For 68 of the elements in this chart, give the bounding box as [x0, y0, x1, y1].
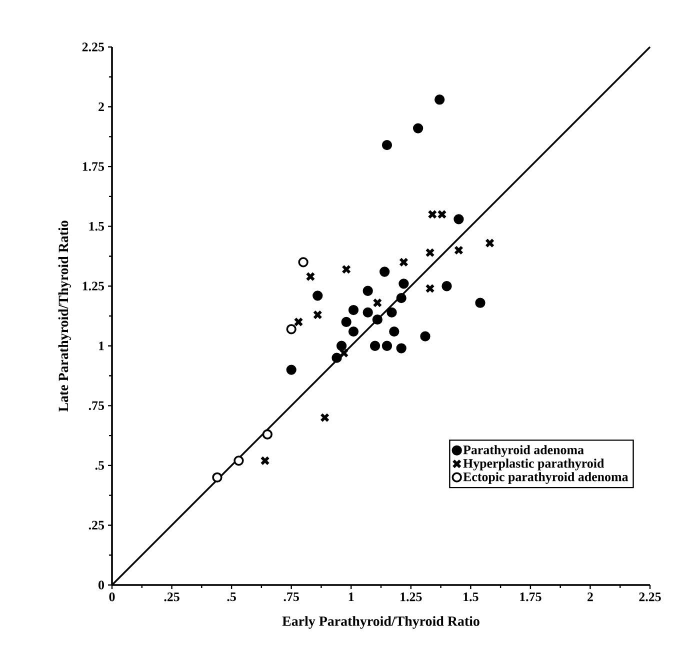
y-tick-label: .25	[88, 520, 104, 530]
x-tick-label: 1.75	[520, 592, 542, 602]
point	[342, 264, 352, 274]
point	[234, 456, 244, 466]
x-axis-title: Early Parathyroid/Thyroid Ratio	[282, 616, 480, 629]
x-tick-label: 2	[588, 592, 593, 602]
point	[425, 284, 435, 294]
point	[454, 246, 464, 255]
point	[362, 307, 373, 318]
point	[380, 266, 390, 277]
point	[425, 248, 435, 258]
point	[312, 310, 322, 320]
legend-label: Ectopic parathyroid adenoma	[463, 472, 628, 484]
x-tick-label: .5	[227, 592, 236, 602]
y-tick-label: 2.25	[82, 42, 104, 52]
y-axis-title: Late Parathyroid/Thyroid Ratio	[58, 220, 72, 412]
point	[412, 123, 424, 134]
point	[485, 238, 495, 248]
point	[454, 214, 464, 224]
y-tick-label: 0	[98, 580, 104, 590]
point	[475, 298, 486, 308]
point	[398, 278, 409, 289]
x-tick-label: 1.5	[464, 592, 478, 602]
point	[434, 94, 445, 105]
point	[396, 292, 406, 304]
point	[320, 412, 330, 422]
point	[294, 317, 304, 327]
point	[442, 281, 452, 292]
y-tick-label: .5	[95, 461, 104, 470]
point	[386, 307, 397, 318]
point	[336, 340, 347, 351]
legend-label: Parathyroid adenoma	[463, 445, 584, 457]
x-tick-label: 2.25	[639, 592, 661, 602]
x-tick-label: 1	[348, 592, 354, 602]
x-tick-label: .75	[284, 592, 299, 602]
point	[372, 314, 382, 325]
point	[298, 257, 308, 268]
point	[372, 298, 382, 308]
x-tick-label: 1.25	[400, 592, 422, 602]
point	[212, 472, 222, 482]
x-tick-label: 0	[109, 592, 115, 602]
legend-label: Hyperplastic parathyroid	[463, 458, 604, 470]
point	[398, 257, 408, 267]
point	[362, 286, 373, 296]
point	[370, 340, 380, 351]
point	[306, 272, 316, 282]
point	[312, 290, 323, 301]
point	[286, 324, 296, 334]
y-tick-label: .75	[88, 401, 104, 410]
point	[260, 456, 270, 466]
point	[348, 326, 359, 337]
point	[339, 348, 349, 358]
point	[382, 340, 392, 351]
point	[389, 326, 400, 337]
y-tick-label: 2	[98, 102, 104, 112]
point	[262, 429, 273, 440]
point	[286, 364, 296, 375]
y-tick-label: 1.75	[82, 162, 104, 171]
y-tick-label: 1.5	[89, 222, 104, 231]
point	[420, 331, 430, 342]
x-tick-label: .25	[164, 592, 180, 602]
y-tick-label: 1	[99, 342, 104, 350]
y-tick-label: 1.25	[82, 282, 104, 290]
point	[341, 316, 352, 328]
point	[382, 140, 392, 150]
point	[348, 304, 359, 316]
point	[396, 343, 406, 354]
point	[332, 352, 342, 363]
